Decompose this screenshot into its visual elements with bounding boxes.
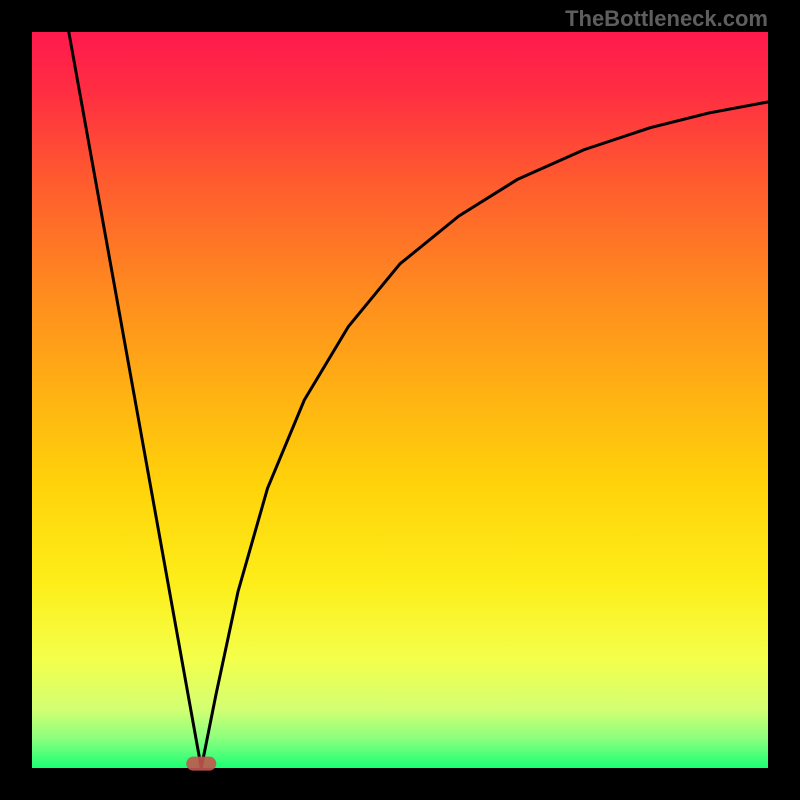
curve-svg [32,32,768,768]
watermark-text: TheBottleneck.com [565,6,768,32]
optimum-marker [187,756,216,771]
figure-container: TheBottleneck.com [0,0,800,800]
plot-area [32,32,768,768]
bottleneck-curve [69,32,768,768]
